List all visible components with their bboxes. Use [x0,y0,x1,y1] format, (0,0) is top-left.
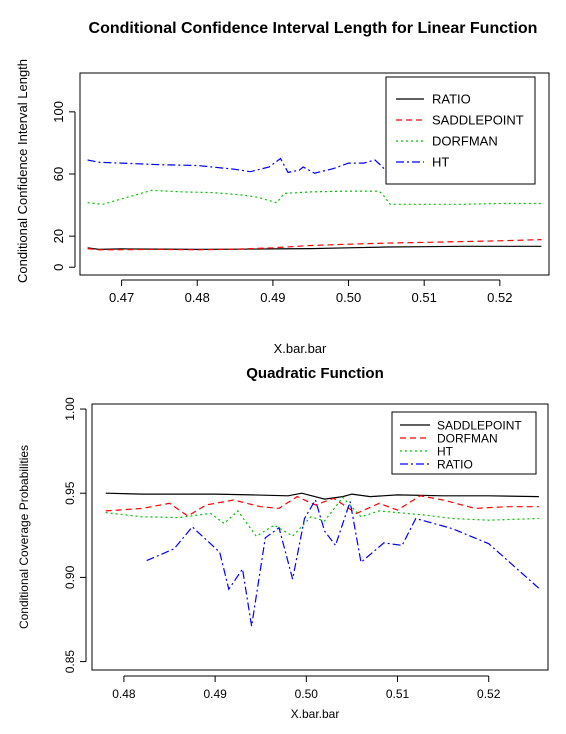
x-tick-label: 0.50 [336,290,361,305]
series-line-dorfman [105,495,539,517]
x-tick-label: 0.50 [295,687,319,701]
axes: 0.48 0.49 0.50 0.51 0.52 0.85 0.90 0.95 1.00 [63,397,501,701]
chart-title: Conditional Confidence Interval Length f… [89,20,538,37]
y-tick-label: 0.90 [63,565,77,589]
axes: 0.47 0.48 0.49 0.50 0.51 0.52 0 20 60 100 [51,101,512,305]
x-tick-label: 0.52 [487,290,512,305]
x-tick-label: 0.49 [260,290,285,305]
series-lines [105,492,540,627]
y-tick-label: 0 [51,264,66,271]
quadratic-chart: Quadratic Function 0.48 0.49 0.50 0.51 0.520… [17,365,549,721]
series-line-ratio [146,498,540,627]
y-tick-label: 20 [51,229,66,243]
legend-label: HT [437,445,454,459]
x-axis-label: X.bar.bar [274,341,327,356]
series-line-saddlepoint [105,492,539,500]
legend: RATIO SADDLEPOINT DORFMAN HT [385,76,536,185]
y-tick-label: 1.00 [63,397,77,421]
plot-frame [91,403,549,671]
chart-title: Quadratic Function [246,365,384,382]
legend-label: RATIO [432,92,471,107]
series-line-dorfman [87,189,542,205]
x-tick-label: 0.49 [203,687,227,701]
linear-chart: Conditional Confidence Interval Length f… [15,20,550,356]
y-tick-label: 60 [51,167,66,181]
series-line-saddlepoint [87,239,542,251]
legend-label: RATIO [437,458,473,472]
y-axis-label: Conditional Coverage Probabilities [17,445,31,629]
legend-box [385,76,536,185]
series-line-ratio [87,245,542,251]
x-tick-label: 0.52 [477,687,501,701]
legend-label: SADDLEPOINT [432,113,524,128]
y-tick-label: 0.85 [63,650,77,674]
legend-label: HT [432,155,449,170]
x-tick-label: 0.47 [109,290,134,305]
legend-label: SADDLEPOINT [437,419,522,433]
y-axis-label: Conditional Confidence Interval Length [15,59,30,283]
legend-label: DORFMAN [437,432,498,446]
y-tick-label: 100 [51,101,66,123]
series-line-ht [87,157,398,177]
series-lines [87,157,542,251]
legend-label: DORFMAN [432,134,498,149]
y-tick-label: 0.95 [63,481,77,505]
series-line-ht [105,496,539,537]
plot-frame [79,72,550,276]
x-tick-label: 0.51 [412,290,437,305]
x-axis-label: X.bar.bar [291,707,340,721]
x-tick-label: 0.48 [185,290,210,305]
x-tick-label: 0.51 [386,687,410,701]
x-tick-label: 0.48 [112,687,136,701]
